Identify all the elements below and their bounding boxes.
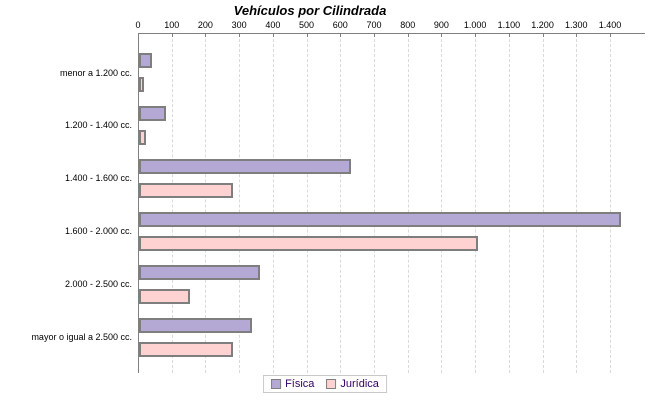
legend-swatch-fisica bbox=[271, 379, 282, 389]
gridline bbox=[171, 34, 173, 373]
axis-tick-label: 1.400 bbox=[598, 20, 622, 30]
axis-tick-label: 500 bbox=[299, 20, 315, 30]
legend-item-juridica: Jurídica bbox=[326, 378, 379, 390]
gridline bbox=[542, 34, 544, 373]
axis-tick-label: 800 bbox=[400, 20, 416, 30]
category-label: 1.200 - 1.400 cc. bbox=[64, 120, 132, 131]
axis-tick-label: 0 bbox=[135, 20, 141, 30]
gridline bbox=[508, 34, 510, 373]
category-label: menor a 1.200 cc. bbox=[59, 67, 132, 78]
axis-tick bbox=[171, 33, 173, 37]
axis-tick-label: 1.100 bbox=[497, 20, 521, 30]
axis-tick-label: 300 bbox=[231, 20, 247, 30]
gridline bbox=[576, 34, 578, 373]
axis-tick bbox=[542, 33, 544, 37]
category-label: 1.600 - 2.000 cc. bbox=[64, 226, 132, 237]
axis-tick bbox=[239, 33, 241, 37]
bar-fisica bbox=[139, 105, 166, 121]
legend-label-fisica: Física bbox=[285, 378, 315, 390]
legend: Física Jurídica bbox=[263, 375, 387, 393]
legend-label-juridica: Jurídica bbox=[340, 378, 379, 390]
x-axis-line bbox=[138, 33, 645, 34]
legend-swatch-juridica bbox=[326, 379, 337, 389]
axis-tick bbox=[374, 33, 375, 37]
axis-tick bbox=[340, 33, 342, 37]
gridline bbox=[272, 34, 274, 373]
gridline bbox=[205, 34, 207, 373]
gridline bbox=[441, 34, 443, 373]
axis-tick bbox=[407, 33, 409, 37]
axis-tick bbox=[138, 33, 139, 37]
bar-juridica bbox=[139, 182, 234, 198]
axis-tick-label: 1.300 bbox=[565, 20, 588, 30]
axis-tick-label: 400 bbox=[265, 20, 281, 30]
bar-fisica bbox=[139, 264, 261, 280]
bar-juridica bbox=[139, 129, 146, 145]
axis-tick-label: 200 bbox=[197, 20, 213, 30]
gridline bbox=[475, 34, 477, 373]
axis-tick bbox=[475, 33, 477, 37]
gridline bbox=[306, 34, 308, 373]
category-label: mayor o igual a 2.500 cc. bbox=[31, 332, 132, 342]
axis-tick bbox=[610, 33, 611, 37]
axis-tick-label: 700 bbox=[366, 20, 382, 30]
axis-tick bbox=[441, 33, 443, 37]
axis-tick bbox=[272, 33, 274, 37]
bar-juridica bbox=[139, 235, 478, 251]
chart-title: Vehículos por Cilindrada bbox=[233, 3, 387, 18]
bar-fisica bbox=[139, 158, 352, 174]
gridline bbox=[239, 34, 241, 373]
axis-tick-label: 1.000 bbox=[463, 20, 487, 30]
axis-tick bbox=[508, 33, 510, 37]
gridline bbox=[374, 34, 375, 373]
bar-juridica bbox=[139, 288, 190, 304]
category-label: 1.400 - 1.600 cc. bbox=[64, 173, 132, 184]
legend-item-fisica: Física bbox=[271, 378, 314, 390]
axis-tick bbox=[205, 33, 207, 37]
axis-tick-label: 900 bbox=[433, 20, 449, 30]
axis-tick-label: 600 bbox=[332, 20, 348, 30]
axis-tick-label: 100 bbox=[164, 20, 180, 30]
bar-fisica bbox=[139, 211, 622, 227]
gridline bbox=[340, 34, 342, 373]
gridline bbox=[610, 34, 611, 373]
bar-fisica bbox=[139, 53, 153, 68]
axis-tick bbox=[576, 33, 578, 37]
bar-fisica bbox=[139, 317, 252, 333]
y-axis-line bbox=[138, 33, 139, 373]
category-label: 2.000 - 2.500 cc. bbox=[64, 279, 132, 290]
axis-tick bbox=[306, 33, 308, 37]
bar-juridica bbox=[139, 77, 145, 92]
axis-tick-label: 1.200 bbox=[531, 20, 554, 30]
gridline bbox=[407, 34, 409, 373]
bar-juridica bbox=[139, 341, 234, 357]
